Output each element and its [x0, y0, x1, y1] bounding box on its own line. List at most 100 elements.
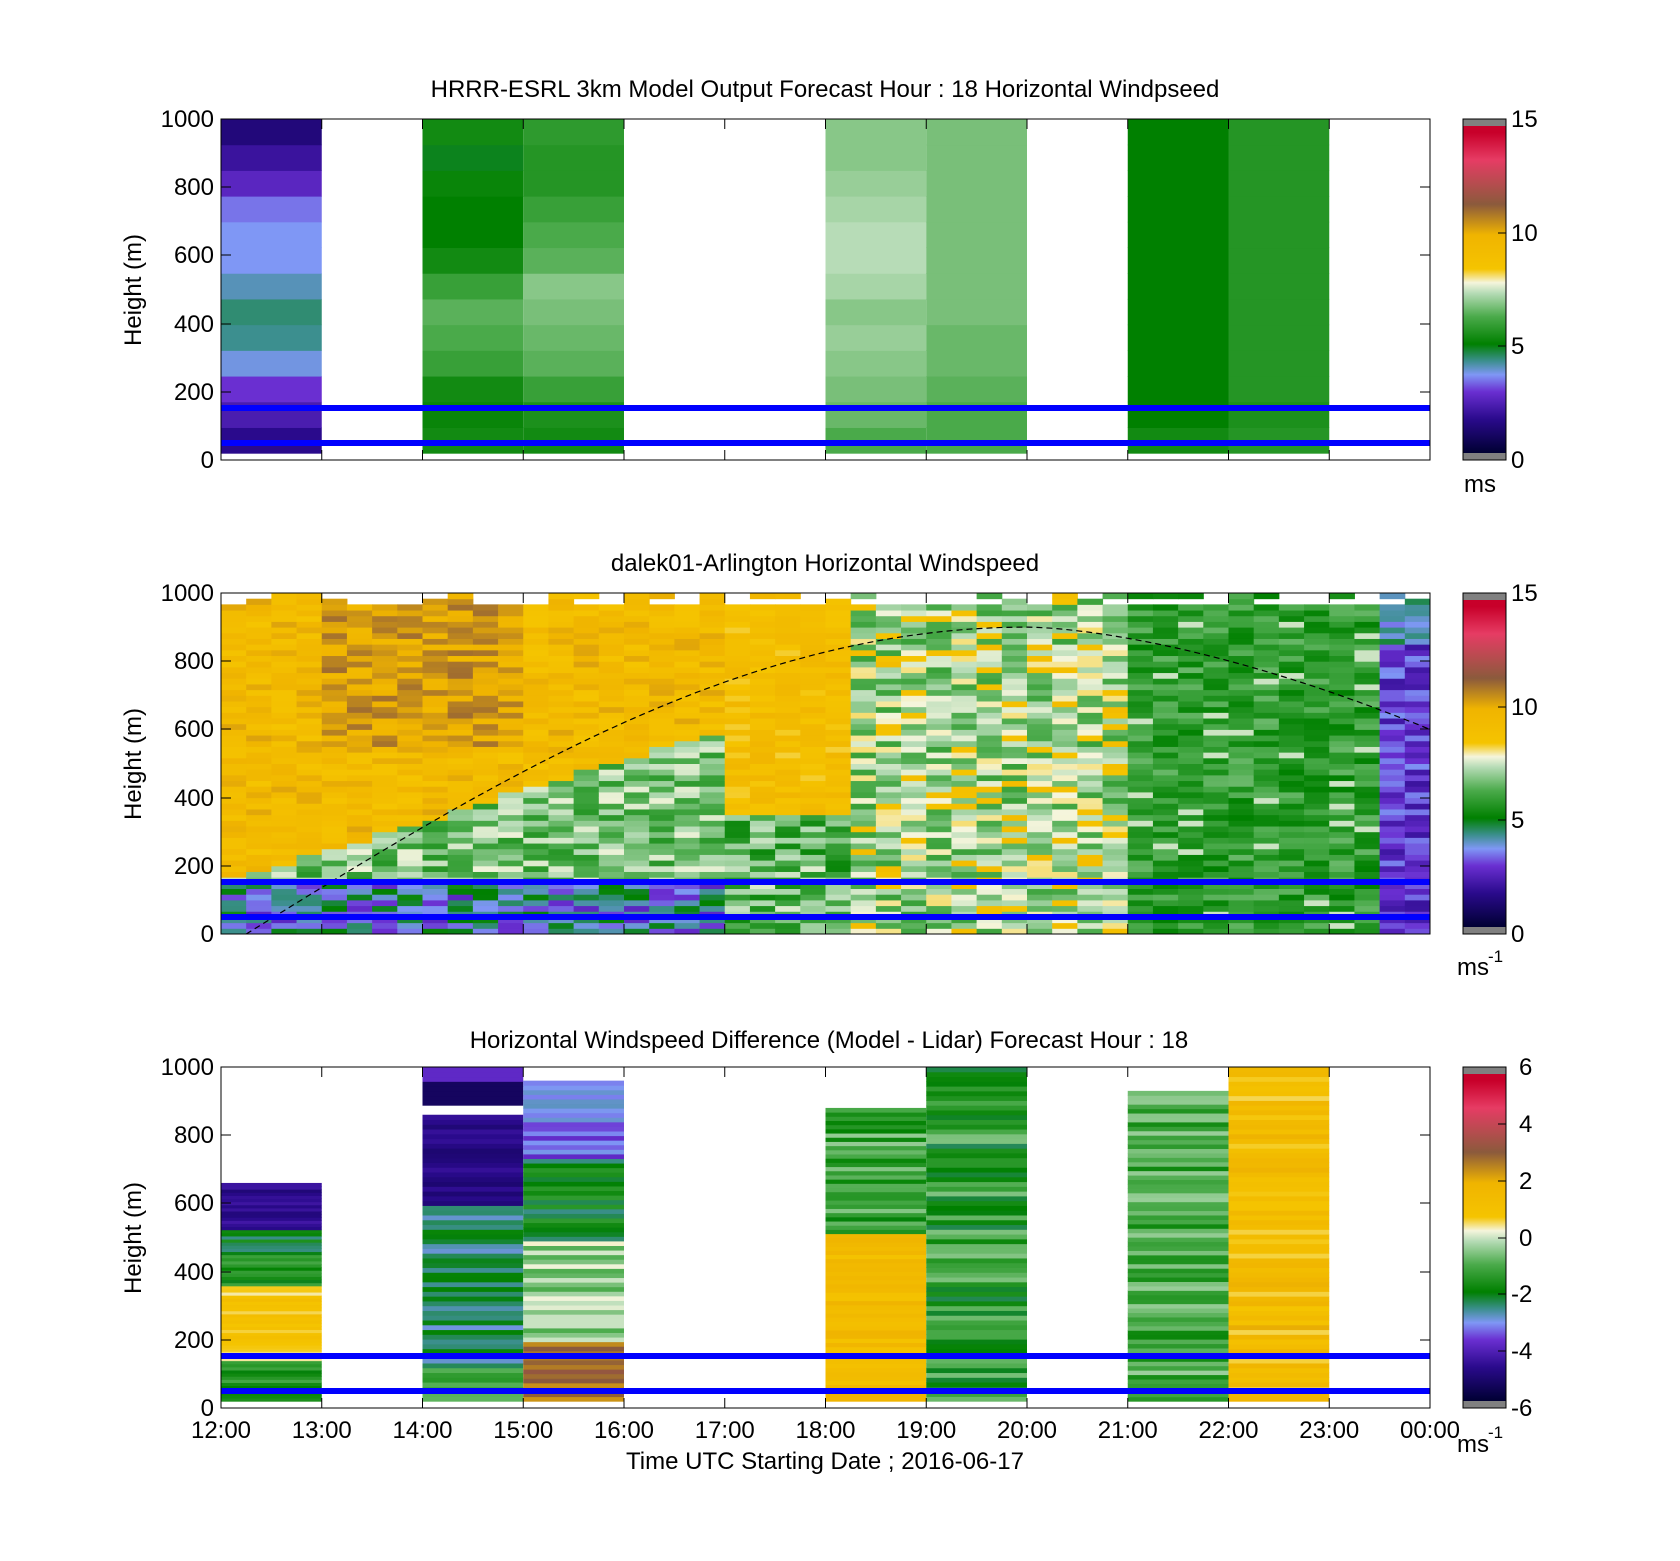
heatmap-cell	[624, 598, 650, 605]
heatmap-cell	[699, 814, 726, 821]
heatmap-cell	[1027, 632, 1053, 639]
heatmap-cell	[221, 757, 247, 764]
heatmap-cell	[850, 916, 877, 924]
heatmap-cell	[221, 882, 247, 890]
heatmap-cell	[875, 882, 902, 890]
heatmap-cell	[1127, 655, 1154, 662]
heatmap-cell	[1152, 729, 1179, 736]
heatmap-cell	[1304, 808, 1330, 816]
heatmap-cell	[1178, 820, 1204, 827]
heatmap-cell	[1178, 638, 1204, 645]
heatmap-cell	[296, 752, 323, 759]
heatmap-cell	[1052, 865, 1078, 872]
heatmap-cell	[699, 712, 726, 719]
y-tick-label: 800	[174, 174, 214, 201]
heatmap-cell	[875, 706, 902, 713]
heatmap-cell	[1379, 843, 1406, 850]
heatmap-cell	[825, 627, 852, 634]
heatmap-cell	[624, 922, 650, 929]
heatmap-cell	[422, 1267, 524, 1273]
heatmap-cell	[1178, 718, 1204, 725]
heatmap-cell	[699, 627, 726, 634]
heatmap-cell	[926, 1086, 1027, 1092]
heatmap-cell	[1253, 615, 1280, 622]
heatmap-cell	[296, 865, 323, 872]
heatmap-cell	[674, 894, 701, 901]
heatmap-cell	[1001, 831, 1028, 838]
heatmap-cell	[1027, 803, 1053, 810]
heatmap-cell	[1102, 769, 1129, 776]
heatmap-cell	[850, 689, 877, 696]
heatmap-cell	[346, 797, 373, 804]
heatmap-cell	[1052, 712, 1078, 719]
heatmap-cell	[346, 780, 373, 787]
heatmap-cell	[296, 843, 323, 850]
heatmap-cell	[422, 860, 449, 867]
heatmap-cell	[926, 905, 952, 912]
heatmap-cell	[271, 888, 298, 895]
heatmap-cell	[598, 899, 625, 907]
heatmap-cell	[1203, 916, 1229, 924]
heatmap-cell	[221, 820, 247, 827]
heatmap-cell	[422, 746, 449, 753]
heatmap-cell	[674, 905, 701, 912]
heatmap-cell	[901, 894, 927, 901]
heatmap-cell	[1127, 729, 1154, 736]
heatmap-cell	[1077, 831, 1104, 838]
heatmap-cell	[271, 757, 298, 764]
heatmap-cell	[548, 831, 575, 838]
heatmap-cell	[850, 740, 877, 747]
heatmap-cell	[1278, 905, 1305, 912]
heatmap-cell	[1228, 1238, 1330, 1245]
heatmap-cell	[1027, 740, 1053, 747]
heatmap-cell	[1203, 865, 1229, 872]
heatmap-cell	[1278, 894, 1305, 901]
heatmap-cell	[221, 649, 247, 657]
heatmap-cell	[523, 376, 624, 403]
heatmap-cell	[1228, 803, 1255, 810]
heatmap-cell	[649, 706, 675, 713]
heatmap-cell	[548, 843, 575, 850]
heatmap-cell	[1329, 757, 1355, 764]
heatmap-cell	[548, 740, 575, 747]
heatmap-cell	[1228, 814, 1255, 821]
heatmap-cell	[221, 678, 247, 685]
heatmap-cell	[1102, 746, 1129, 753]
heatmap-cell	[1077, 689, 1104, 696]
heatmap-cell	[598, 723, 625, 730]
heatmap-cell	[1127, 871, 1154, 878]
heatmap-cell	[800, 786, 826, 793]
heatmap-cell	[825, 1204, 927, 1209]
heatmap-cell	[1052, 683, 1078, 691]
heatmap-cell	[1127, 1232, 1229, 1238]
heatmap-cell	[951, 615, 978, 622]
heatmap-cell	[1278, 888, 1305, 895]
heatmap-cell	[624, 689, 650, 696]
heatmap-cell	[1228, 1076, 1330, 1082]
heatmap-cell	[775, 723, 801, 730]
heatmap-cell	[573, 632, 600, 639]
heatmap-cell	[1228, 1100, 1330, 1106]
heatmap-cell	[296, 729, 323, 736]
heatmap-cell	[1203, 808, 1229, 816]
heatmap-cell	[699, 666, 726, 674]
heatmap-cell	[1027, 649, 1053, 657]
heatmap-cell	[1228, 273, 1330, 300]
heatmap-cell	[825, 655, 852, 662]
heatmap-cell	[296, 786, 323, 793]
heatmap-cell	[699, 649, 726, 657]
heatmap-cell	[674, 780, 701, 787]
heatmap-cell	[926, 610, 952, 617]
heatmap-cell	[498, 757, 524, 764]
y-tick-label: 400	[174, 311, 214, 338]
heatmap-cell	[749, 922, 776, 929]
heatmap-cell	[649, 746, 675, 753]
heatmap-cell	[1127, 837, 1154, 844]
heatmap-cell	[1027, 843, 1053, 850]
heatmap-cell	[372, 672, 398, 679]
heatmap-cell	[523, 769, 549, 776]
heatmap-cell	[1329, 865, 1355, 872]
heatmap-cell	[1304, 740, 1330, 747]
heatmap-cell	[447, 712, 474, 719]
heatmap-cell	[775, 871, 801, 878]
